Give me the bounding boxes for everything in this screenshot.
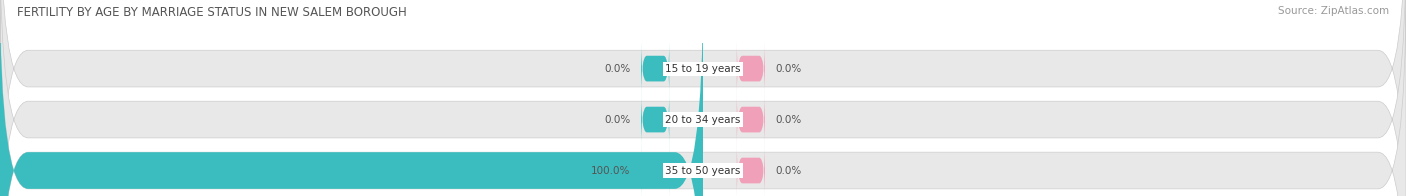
- FancyBboxPatch shape: [737, 92, 765, 147]
- FancyBboxPatch shape: [641, 41, 669, 96]
- FancyBboxPatch shape: [737, 41, 765, 96]
- FancyBboxPatch shape: [0, 0, 703, 196]
- Text: 0.0%: 0.0%: [605, 114, 630, 125]
- FancyBboxPatch shape: [641, 92, 669, 147]
- Text: 100.0%: 100.0%: [591, 165, 630, 176]
- Text: 20 to 34 years: 20 to 34 years: [665, 114, 741, 125]
- Text: 0.0%: 0.0%: [776, 64, 801, 74]
- Text: 15 to 19 years: 15 to 19 years: [665, 64, 741, 74]
- Text: 0.0%: 0.0%: [776, 165, 801, 176]
- Text: Source: ZipAtlas.com: Source: ZipAtlas.com: [1278, 6, 1389, 16]
- Text: FERTILITY BY AGE BY MARRIAGE STATUS IN NEW SALEM BOROUGH: FERTILITY BY AGE BY MARRIAGE STATUS IN N…: [17, 6, 406, 19]
- FancyBboxPatch shape: [737, 143, 765, 196]
- Text: 35 to 50 years: 35 to 50 years: [665, 165, 741, 176]
- Text: 0.0%: 0.0%: [776, 114, 801, 125]
- Text: 0.0%: 0.0%: [605, 64, 630, 74]
- FancyBboxPatch shape: [641, 143, 669, 196]
